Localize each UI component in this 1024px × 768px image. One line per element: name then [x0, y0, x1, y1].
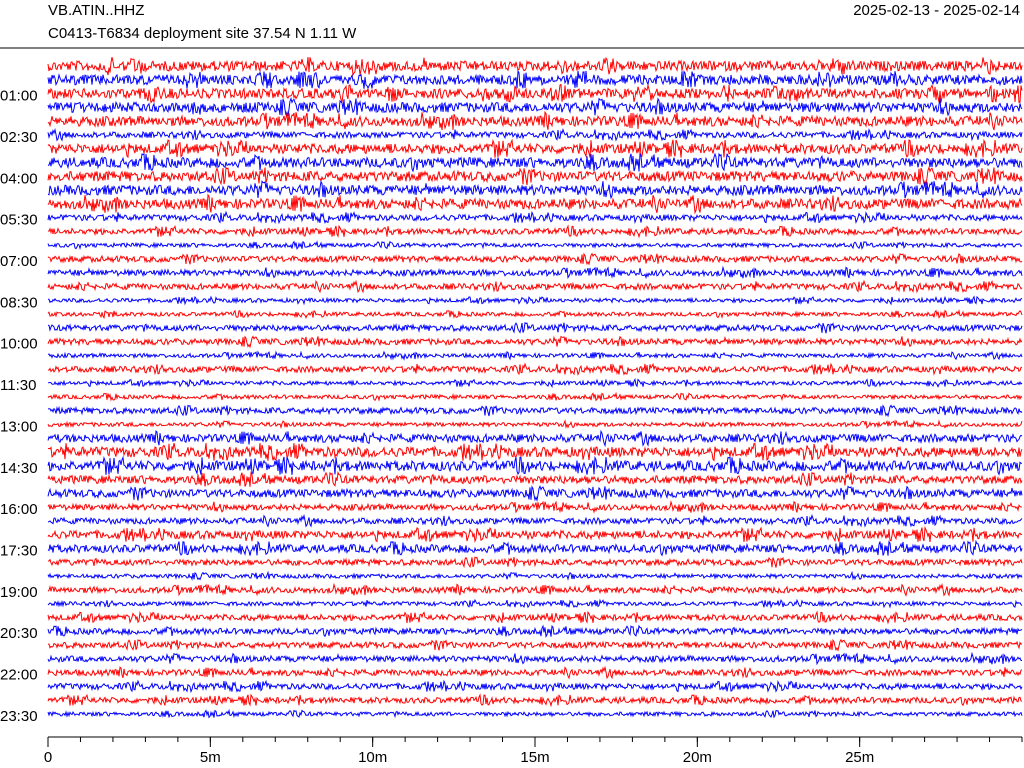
station-title: VB.ATIN..HHZ	[48, 2, 144, 19]
trace	[47, 224, 1023, 239]
y-tick-label: 01:00	[0, 88, 38, 105]
y-tick-label: 22:00	[0, 667, 38, 684]
x-tick-label: 25m	[845, 749, 874, 766]
x-tick-label: 20m	[683, 749, 712, 766]
trace	[47, 419, 1023, 430]
y-tick-label: 10:00	[0, 336, 38, 353]
trace	[47, 598, 1023, 609]
y-tick-label: 13:00	[0, 418, 38, 435]
site-subtitle: C0413-T6834 deployment site 37.54 N 1.11…	[48, 25, 357, 42]
trace	[47, 708, 1023, 719]
y-tick-label: 11:30	[0, 377, 36, 394]
trace	[47, 525, 1023, 544]
trace	[47, 610, 1023, 625]
trace	[47, 127, 1023, 142]
trace	[47, 378, 1023, 389]
trace	[47, 665, 1023, 680]
trace	[47, 265, 1023, 280]
x-tick-label: 10m	[358, 749, 387, 766]
trace	[47, 210, 1023, 225]
trace	[47, 442, 1023, 462]
trace	[47, 138, 1023, 159]
trace	[47, 679, 1023, 694]
trace	[47, 539, 1023, 557]
trace	[47, 362, 1023, 377]
trace	[47, 252, 1023, 266]
trace	[47, 321, 1023, 334]
trace	[47, 165, 1023, 186]
date-range: 2025-02-13 - 2025-02-14	[853, 2, 1020, 19]
trace	[47, 391, 1023, 402]
trace	[47, 308, 1023, 320]
trace	[47, 638, 1023, 652]
trace	[47, 485, 1023, 503]
y-tick-label: 02:30	[0, 129, 38, 146]
trace	[47, 582, 1023, 597]
trace	[47, 83, 1023, 104]
y-tick-label: 04:00	[0, 170, 38, 187]
trace	[47, 556, 1023, 569]
trace	[47, 470, 1023, 488]
trace	[47, 279, 1023, 294]
y-tick-label: 07:00	[0, 253, 38, 270]
trace	[47, 513, 1023, 528]
y-tick-label: 19:00	[0, 584, 38, 601]
y-tick-label: 23:30	[0, 708, 38, 725]
y-tick-label: 20:30	[0, 625, 38, 642]
trace	[47, 180, 1023, 200]
trace	[47, 429, 1023, 448]
y-tick-label: 14:30	[0, 460, 38, 477]
trace	[47, 193, 1023, 215]
trace	[47, 350, 1023, 361]
x-tick-label: 0	[44, 749, 52, 766]
y-tick-label: 17:30	[0, 543, 38, 560]
trace	[47, 69, 1023, 90]
trace	[47, 335, 1023, 349]
trace	[47, 404, 1023, 418]
x-tick-label: 5m	[200, 749, 221, 766]
trace	[47, 570, 1023, 581]
trace	[47, 651, 1023, 666]
trace	[47, 240, 1023, 250]
trace	[47, 693, 1023, 708]
y-tick-label: 08:30	[0, 294, 38, 311]
trace	[47, 624, 1023, 638]
trace	[47, 110, 1023, 131]
x-tick-label: 15m	[520, 749, 549, 766]
trace	[47, 152, 1023, 173]
trace	[47, 56, 1023, 77]
trace	[47, 96, 1023, 117]
trace	[47, 500, 1023, 514]
trace	[48, 295, 1023, 306]
trace	[47, 455, 1022, 476]
y-tick-label: 05:30	[0, 212, 38, 229]
y-tick-label: 16:00	[0, 501, 38, 518]
